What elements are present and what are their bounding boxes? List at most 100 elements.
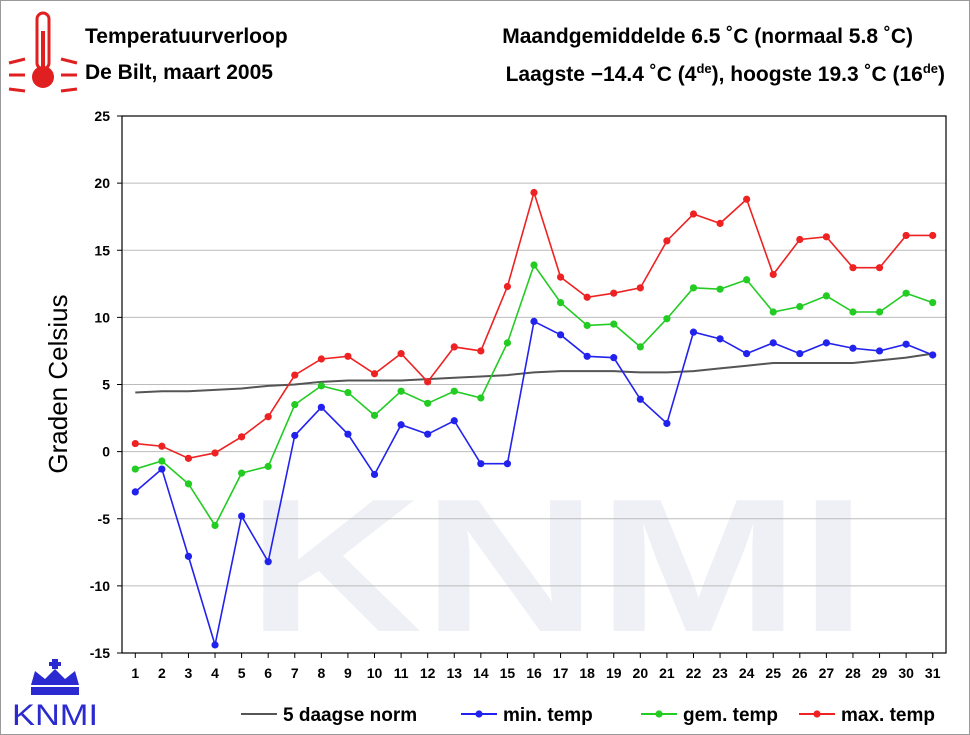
- series-line-norm: [135, 352, 933, 394]
- data-point-gem: [796, 303, 804, 311]
- legend-marker-min: [475, 710, 483, 718]
- legend: 5 daagse norm min. temp gem. temp max. temp: [241, 705, 935, 726]
- data-point-min: [370, 470, 379, 479]
- data-point-gem: [663, 315, 671, 323]
- data-point-min: [424, 430, 432, 438]
- data-point-gem: [689, 284, 698, 292]
- x-tick-label: 22: [686, 665, 702, 681]
- x-tick-label: 9: [344, 665, 352, 681]
- data-point-min: [184, 552, 193, 560]
- data-point-gem: [424, 399, 432, 407]
- data-point-max: [929, 231, 937, 240]
- x-tick-label: 2: [158, 665, 166, 681]
- x-tick-label: 3: [185, 665, 193, 681]
- data-point-gem: [716, 285, 724, 293]
- data-point-max: [743, 195, 751, 203]
- data-point-max: [211, 449, 219, 457]
- data-point-min: [397, 421, 405, 429]
- x-tick-label: 10: [367, 665, 383, 681]
- data-point-min: [689, 328, 698, 336]
- x-tick-label: 14: [473, 665, 489, 681]
- data-point-min: [796, 350, 804, 358]
- x-tick-label: 19: [606, 665, 622, 681]
- y-tick-label: -5: [98, 511, 111, 527]
- data-point-gem: [370, 411, 379, 419]
- data-point-max: [875, 264, 884, 272]
- extremes-low: Laagste −14.4 ˚C (4: [505, 63, 697, 86]
- data-point-gem: [902, 289, 910, 297]
- data-point-gem: [184, 480, 193, 488]
- data-point-max: [264, 413, 272, 421]
- data-point-max: [716, 219, 724, 227]
- y-tick-label: 10: [94, 309, 110, 325]
- data-point-gem: [636, 343, 644, 351]
- legend-label-max: max. temp: [841, 705, 935, 726]
- extremes-high-sup: de: [922, 61, 938, 76]
- x-tick-label: 25: [765, 665, 781, 681]
- data-point-max: [530, 188, 538, 197]
- data-point-min: [238, 512, 246, 520]
- x-tick-label: 1: [131, 665, 139, 681]
- data-point-min: [822, 339, 830, 347]
- data-point-max: [849, 264, 857, 272]
- data-point-gem: [397, 387, 405, 395]
- data-point-gem: [743, 276, 751, 284]
- data-point-min: [158, 465, 166, 473]
- data-point-min: [556, 331, 565, 339]
- x-tick-label: 11: [394, 665, 409, 681]
- data-point-max: [610, 289, 618, 297]
- series: [131, 188, 937, 649]
- data-point-max: [370, 370, 379, 378]
- data-point-max: [397, 350, 405, 358]
- data-point-max: [769, 270, 777, 279]
- data-point-min: [610, 354, 618, 362]
- x-tick-label: 17: [553, 665, 569, 681]
- legend-label-gem: gem. temp: [683, 705, 778, 726]
- data-point-gem: [131, 465, 139, 473]
- data-point-min: [849, 344, 857, 352]
- data-point-gem: [503, 339, 512, 347]
- data-point-max: [344, 352, 352, 360]
- data-point-max: [158, 442, 166, 450]
- x-tick-label: 20: [633, 665, 649, 681]
- data-point-max: [477, 347, 485, 355]
- data-point-min: [477, 460, 485, 468]
- data-point-min: [317, 403, 325, 411]
- data-point-min: [716, 335, 724, 343]
- x-tick-label: 23: [712, 665, 728, 681]
- extremes-suffix: ): [938, 63, 945, 86]
- x-tick-label: 16: [526, 665, 542, 681]
- data-point-gem: [556, 299, 565, 307]
- data-point-max: [663, 237, 671, 245]
- logo-text: KNMI: [12, 699, 98, 729]
- data-point-max: [424, 378, 432, 386]
- month-average-text: Maandgemiddelde 6.5 ˚C (normaal 5.8 ˚C): [502, 25, 913, 48]
- data-point-gem: [158, 457, 166, 465]
- x-tick-label: 31: [925, 665, 941, 681]
- data-point-min: [875, 347, 884, 355]
- watermark-text: KNMI: [247, 460, 867, 672]
- data-point-gem: [291, 401, 299, 409]
- data-point-gem: [317, 382, 325, 390]
- data-point-gem: [929, 299, 937, 307]
- extremes-text: Laagste −14.4 ˚C (4de), hoogste 19.3 ˚C …: [506, 61, 945, 87]
- data-point-gem: [344, 388, 352, 397]
- data-point-max: [636, 284, 644, 292]
- data-point-gem: [530, 261, 538, 269]
- data-point-max: [450, 343, 458, 351]
- data-point-min: [663, 419, 671, 428]
- x-tick-label: 13: [446, 665, 462, 681]
- data-point-gem: [477, 394, 485, 402]
- y-tick-label: 20: [94, 175, 110, 191]
- legend-label-norm: 5 daagse norm: [283, 705, 417, 726]
- x-tick-label: 21: [659, 665, 675, 681]
- x-tick-label: 12: [420, 665, 436, 681]
- data-point-max: [689, 210, 698, 218]
- data-point-max: [131, 439, 139, 448]
- chart-subtitle: De Bilt, maart 2005: [85, 61, 273, 84]
- x-tick-label: 24: [739, 665, 755, 681]
- data-point-min: [530, 317, 538, 326]
- data-point-gem: [769, 308, 777, 316]
- data-point-min: [743, 350, 751, 358]
- data-point-min: [131, 488, 139, 496]
